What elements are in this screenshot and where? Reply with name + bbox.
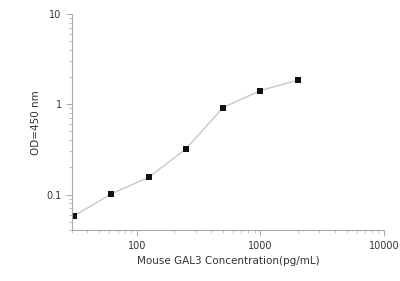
Y-axis label: OD=450 nm: OD=450 nm <box>31 90 41 155</box>
Point <box>294 78 301 82</box>
Point <box>71 214 77 218</box>
Point <box>146 175 152 180</box>
Point <box>220 105 226 110</box>
Point <box>108 191 115 196</box>
Point <box>183 147 189 151</box>
Point <box>257 88 264 93</box>
X-axis label: Mouse GAL3 Concentration(pg/mL): Mouse GAL3 Concentration(pg/mL) <box>137 256 319 266</box>
